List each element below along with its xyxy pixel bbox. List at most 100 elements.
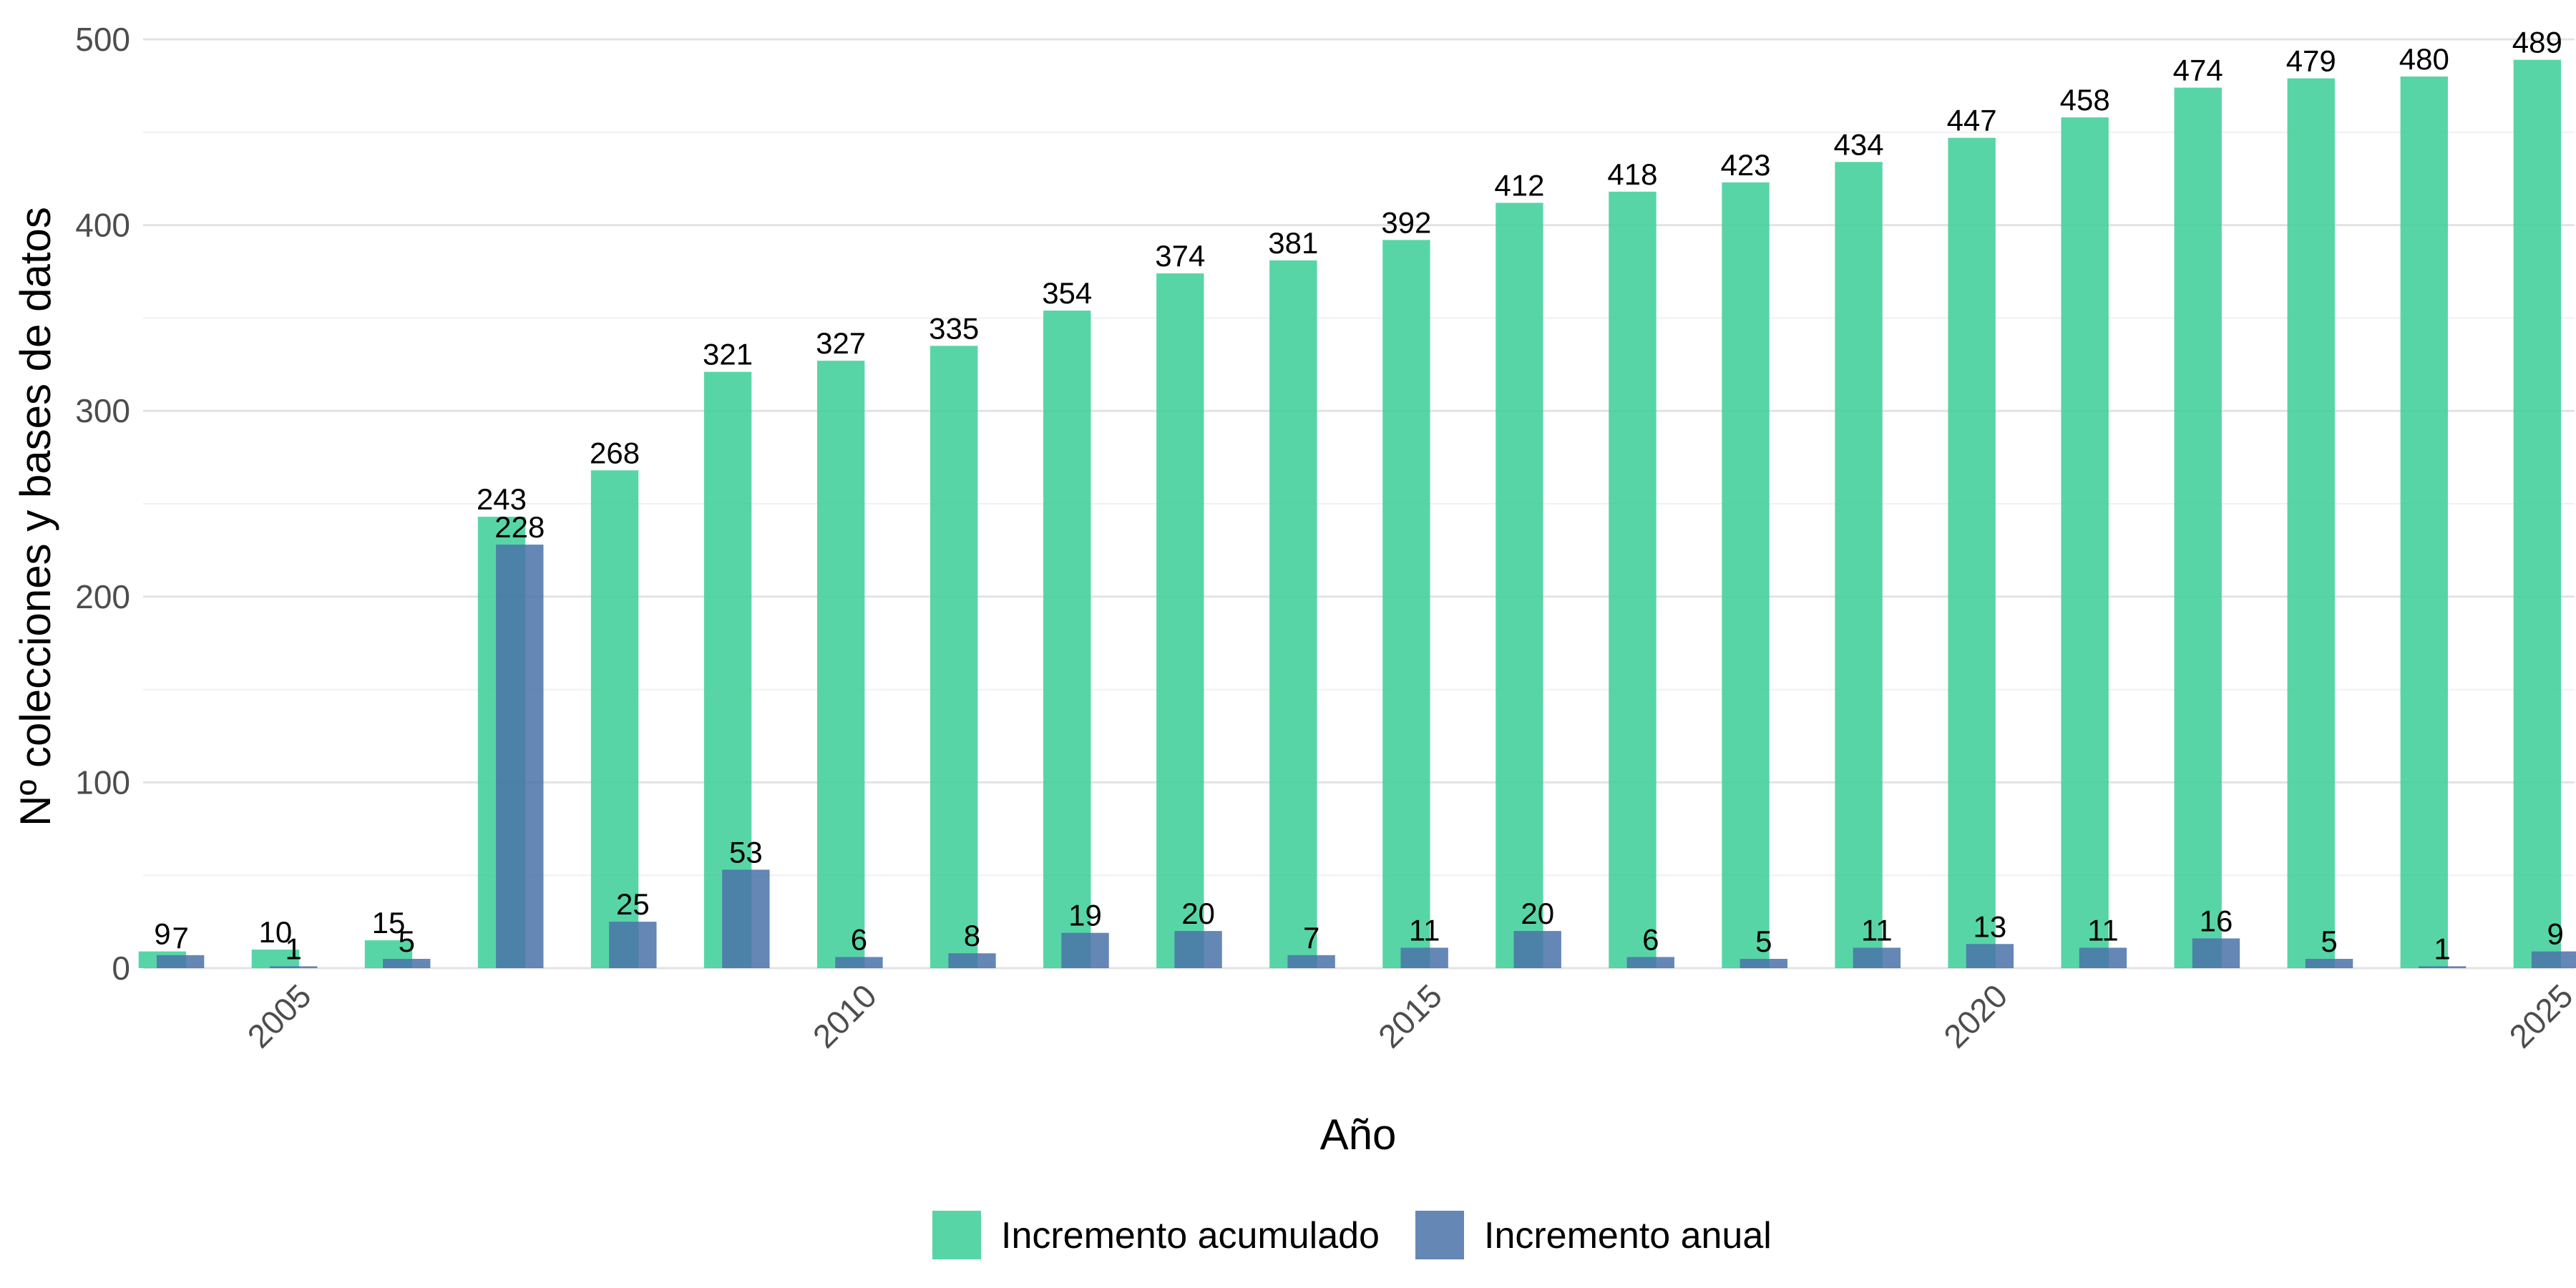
- y-tick-label: 200: [75, 578, 130, 615]
- data-label-acumulado: 381: [1268, 226, 1318, 260]
- data-label-anual: 20: [1181, 897, 1215, 930]
- bar-incremento-acumulado: [2061, 117, 2109, 969]
- bar-incremento-anual: [1061, 932, 1109, 968]
- data-label-acumulado: 479: [2286, 44, 2336, 78]
- data-label-anual: 1: [2434, 932, 2450, 965]
- data-label-anual: 16: [2200, 904, 2233, 937]
- bar-incremento-acumulado: [1496, 203, 1543, 968]
- bar-incremento-acumulado: [1722, 182, 1770, 969]
- bar-incremento-acumulado: [816, 361, 865, 968]
- data-label-acumulado: 9: [154, 917, 170, 951]
- data-label-acumulado: 243: [477, 482, 527, 516]
- data-label-acumulado: 418: [1607, 157, 1657, 191]
- bar-incremento-acumulado: [1269, 260, 1317, 968]
- data-label-anual: 11: [1861, 913, 1893, 947]
- data-label-acumulado: 423: [1720, 148, 1770, 182]
- bar-incremento-anual: [1853, 947, 1901, 968]
- bar-incremento-anual: [270, 966, 318, 968]
- data-label-anual: 5: [1755, 924, 1772, 958]
- bar-incremento-acumulado: [1156, 273, 1204, 968]
- bar-incremento-anual: [948, 953, 996, 968]
- data-label-acumulado: 335: [929, 311, 979, 345]
- data-label-anual: 7: [1303, 921, 1319, 955]
- legend: Incremento acumulado Incremento anual: [932, 1211, 1772, 1259]
- bar-incremento-anual: [1513, 931, 1561, 968]
- bar-incremento-acumulado: [2513, 59, 2562, 968]
- bar-incremento-acumulado: [703, 371, 752, 968]
- legend-swatch-anual: [1415, 1211, 1464, 1259]
- data-label-anual: 1: [286, 932, 302, 965]
- bar-incremento-anual: [1966, 944, 2014, 968]
- data-label-acumulado: 480: [2399, 42, 2449, 76]
- y-tick-label: 100: [75, 763, 130, 801]
- bar-incremento-acumulado: [930, 346, 978, 969]
- y-tick-label: 500: [75, 21, 130, 58]
- data-label-anual: 5: [2321, 924, 2337, 958]
- data-labels: 9 7 10115524322826825321533276335835419374…: [154, 26, 2564, 966]
- x-tick-label: 2020: [1936, 977, 2014, 1055]
- bar-incremento-anual: [835, 957, 883, 968]
- bar-incremento-acumulado: [2287, 78, 2335, 969]
- data-label-anual: 53: [729, 835, 763, 869]
- bar-incremento-anual: [2531, 951, 2576, 968]
- data-label-acumulado: 15: [372, 906, 406, 940]
- x-tick-label: 2015: [1371, 977, 1449, 1055]
- x-tick-label: 2010: [806, 977, 884, 1055]
- bar-incremento-anual: [2079, 947, 2127, 968]
- x-axis-ticks: 2005 2010 2015 2020 2025: [240, 977, 2576, 1055]
- x-tick-label: 2005: [240, 977, 318, 1055]
- data-label-acumulado: 447: [1947, 104, 1997, 137]
- bar-incremento-anual: [383, 959, 431, 968]
- data-label-anual: 6: [851, 922, 867, 956]
- data-label-anual: 19: [1068, 899, 1102, 932]
- data-label-acumulado: 458: [2060, 83, 2110, 117]
- y-axis-title: Nº colecciones y bases de datos: [11, 207, 59, 826]
- data-label-anual: 8: [964, 919, 980, 952]
- data-label-acumulado: 412: [1494, 168, 1544, 202]
- bar-incremento-anual: [156, 955, 205, 968]
- bar-incremento-anual: [1626, 957, 1674, 968]
- bar-incremento-acumulado: [2174, 87, 2222, 969]
- data-label-anual: 25: [616, 887, 650, 921]
- bar-incremento-anual: [2192, 938, 2240, 968]
- bar-incremento-acumulado: [1948, 137, 1996, 968]
- legend-swatch-acumulado: [932, 1211, 981, 1259]
- data-label-anual: 6: [1642, 922, 1659, 956]
- data-label-anual: 20: [1521, 897, 1554, 930]
- data-label-acumulado: 354: [1042, 276, 1092, 310]
- bar-incremento-anual: [496, 545, 544, 968]
- bar-incremento-anual: [609, 922, 657, 968]
- bar-incremento-acumulado: [2400, 76, 2448, 968]
- gridlines: [143, 38, 2575, 970]
- bar-incremento-anual: [2305, 959, 2353, 968]
- y-tick-label: 300: [75, 392, 130, 429]
- x-axis-title: Año: [1320, 1111, 1397, 1158]
- y-tick-label: 0: [112, 950, 130, 987]
- data-label-acumulado: 10: [259, 915, 293, 949]
- data-label-acumulado: 321: [703, 338, 753, 371]
- bar-incremento-acumulado: [1382, 240, 1430, 968]
- data-label-acumulado: 374: [1155, 239, 1205, 273]
- data-label-acumulado: 392: [1381, 205, 1431, 239]
- data-label-acumulado: 327: [816, 326, 866, 360]
- data-label-anual: 11: [1409, 913, 1440, 947]
- bar-incremento-anual: [722, 869, 770, 968]
- data-label-anual: 228: [494, 510, 545, 544]
- data-label-anual: 5: [399, 924, 415, 958]
- bar-incremento-acumulado: [590, 470, 639, 968]
- y-tick-label: 400: [75, 207, 130, 244]
- bar-incremento-anual: [1174, 931, 1222, 968]
- data-label-acumulado: 268: [590, 436, 640, 469]
- bar-incremento-anual: [1740, 959, 1787, 968]
- bar-incremento-anual: [1287, 955, 1335, 968]
- bar-incremento-acumulado: [1609, 191, 1657, 968]
- bar-incremento-anual: [2418, 966, 2467, 968]
- data-label-anual: 13: [1974, 909, 2007, 943]
- data-label-anual: 9: [2547, 917, 2563, 951]
- bars: [138, 59, 2576, 969]
- bar-incremento-acumulado: [251, 950, 300, 968]
- bar-incremento-anual: [1400, 947, 1448, 968]
- data-label-anual: 11: [2087, 913, 2119, 947]
- legend-label-anual: Incremento anual: [1484, 1215, 1772, 1257]
